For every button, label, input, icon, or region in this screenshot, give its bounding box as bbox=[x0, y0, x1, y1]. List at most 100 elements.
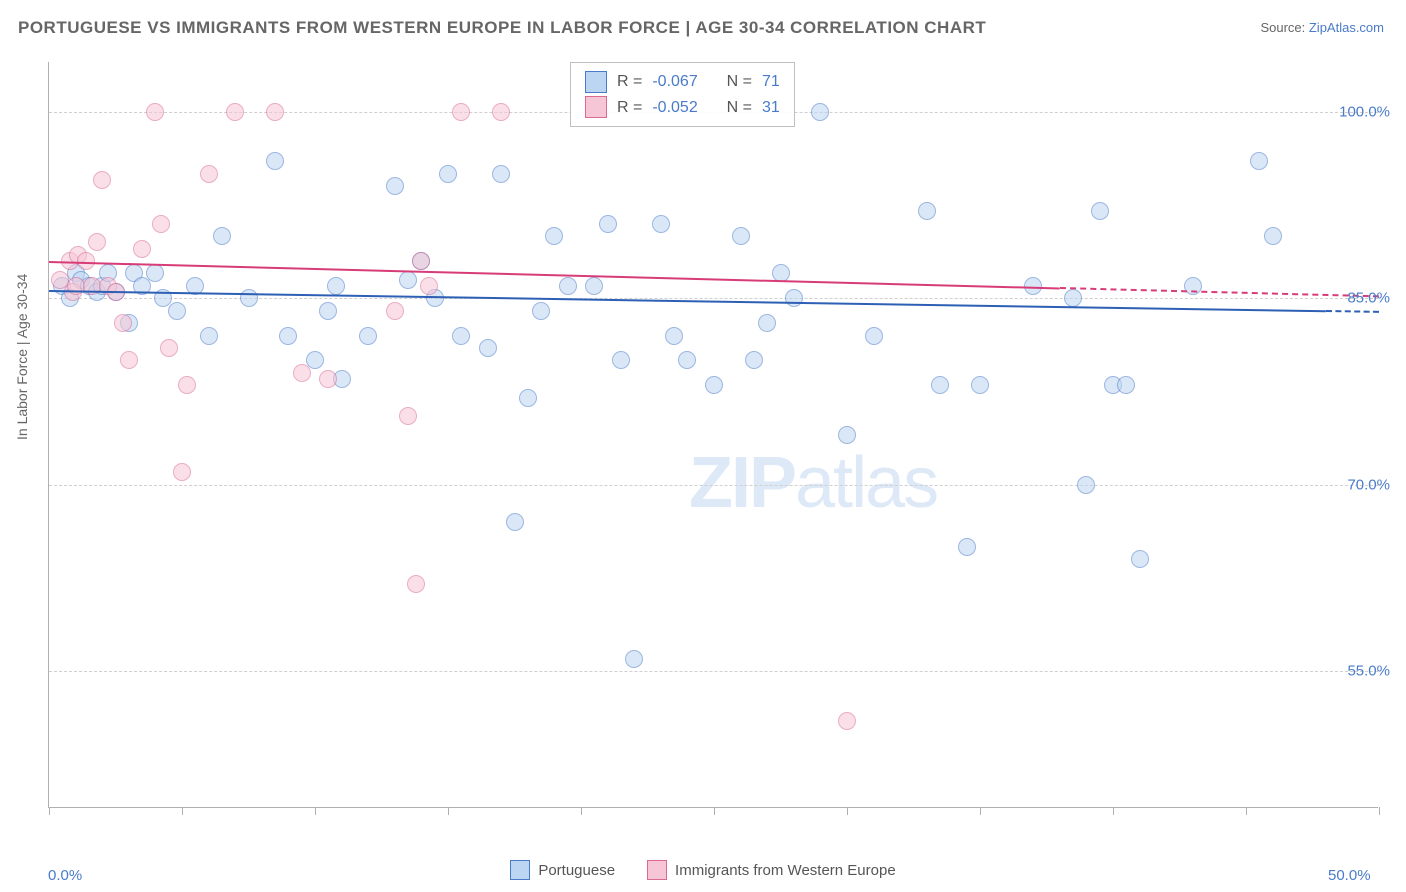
data-point bbox=[1264, 227, 1282, 245]
legend-item: Portuguese bbox=[510, 860, 615, 880]
data-point bbox=[559, 277, 577, 295]
y-tick-label: 85.0% bbox=[1347, 290, 1390, 307]
data-point bbox=[732, 227, 750, 245]
series-swatch bbox=[647, 860, 667, 880]
data-point bbox=[240, 289, 258, 307]
data-point bbox=[1091, 202, 1109, 220]
watermark: ZIPatlas bbox=[689, 442, 937, 524]
regression-line bbox=[1326, 310, 1379, 313]
data-point bbox=[599, 215, 617, 233]
x-tick bbox=[448, 807, 449, 815]
bottom-legend: Portuguese Immigrants from Western Europe bbox=[0, 860, 1406, 884]
y-tick-label: 55.0% bbox=[1347, 663, 1390, 680]
n-value: 71 bbox=[762, 69, 780, 95]
data-point bbox=[452, 103, 470, 121]
x-tick bbox=[581, 807, 582, 815]
data-point bbox=[93, 171, 111, 189]
source-prefix: Source: bbox=[1260, 20, 1308, 35]
data-point bbox=[492, 103, 510, 121]
chart-title: PORTUGUESE VS IMMIGRANTS FROM WESTERN EU… bbox=[18, 18, 986, 38]
data-point bbox=[399, 407, 417, 425]
x-tick bbox=[980, 807, 981, 815]
series-swatch bbox=[585, 71, 607, 93]
stats-legend-box: R =-0.067 N =71R =-0.052 N =31 bbox=[570, 62, 795, 127]
data-point bbox=[359, 327, 377, 345]
gridline bbox=[49, 671, 1378, 672]
data-point bbox=[665, 327, 683, 345]
data-point bbox=[865, 327, 883, 345]
data-point bbox=[200, 327, 218, 345]
n-label: N = bbox=[727, 69, 752, 95]
data-point bbox=[838, 426, 856, 444]
data-point bbox=[120, 351, 138, 369]
data-point bbox=[386, 302, 404, 320]
data-point bbox=[327, 277, 345, 295]
y-tick-label: 70.0% bbox=[1347, 476, 1390, 493]
n-label: N = bbox=[727, 95, 752, 121]
legend-label: Portuguese bbox=[538, 862, 615, 879]
data-point bbox=[931, 376, 949, 394]
source-attribution: Source: ZipAtlas.com bbox=[1260, 20, 1384, 35]
data-point bbox=[293, 364, 311, 382]
data-point bbox=[412, 252, 430, 270]
gridline bbox=[49, 485, 1378, 486]
data-point bbox=[146, 264, 164, 282]
data-point bbox=[420, 277, 438, 295]
data-point bbox=[160, 339, 178, 357]
data-point bbox=[612, 351, 630, 369]
watermark-atlas: atlas bbox=[795, 443, 937, 523]
data-point bbox=[758, 314, 776, 332]
data-point bbox=[133, 240, 151, 258]
data-point bbox=[678, 351, 696, 369]
correlation-chart: PORTUGUESE VS IMMIGRANTS FROM WESTERN EU… bbox=[0, 0, 1406, 892]
data-point bbox=[168, 302, 186, 320]
data-point bbox=[88, 233, 106, 251]
plot-area: ZIPatlas bbox=[48, 62, 1378, 808]
series-swatch bbox=[510, 860, 530, 880]
data-point bbox=[226, 103, 244, 121]
data-point bbox=[785, 289, 803, 307]
series-swatch bbox=[585, 96, 607, 118]
data-point bbox=[705, 376, 723, 394]
data-point bbox=[1131, 550, 1149, 568]
data-point bbox=[745, 351, 763, 369]
x-tick bbox=[1113, 807, 1114, 815]
data-point bbox=[386, 177, 404, 195]
data-point bbox=[532, 302, 550, 320]
data-point bbox=[399, 271, 417, 289]
watermark-zip: ZIP bbox=[689, 443, 795, 523]
data-point bbox=[452, 327, 470, 345]
data-point bbox=[279, 327, 297, 345]
x-tick bbox=[714, 807, 715, 815]
source-link[interactable]: ZipAtlas.com bbox=[1309, 20, 1384, 35]
n-value: 31 bbox=[762, 95, 780, 121]
data-point bbox=[439, 165, 457, 183]
data-point bbox=[811, 103, 829, 121]
y-tick-label: 100.0% bbox=[1339, 103, 1390, 120]
r-label: R = bbox=[617, 69, 642, 95]
r-value: -0.067 bbox=[652, 69, 697, 95]
x-tick bbox=[49, 807, 50, 815]
data-point bbox=[1250, 152, 1268, 170]
data-point bbox=[958, 538, 976, 556]
data-point bbox=[266, 103, 284, 121]
legend-item: Immigrants from Western Europe bbox=[647, 860, 896, 880]
data-point bbox=[971, 376, 989, 394]
data-point bbox=[407, 575, 425, 593]
y-axis-label: In Labor Force | Age 30-34 bbox=[14, 274, 30, 440]
data-point bbox=[918, 202, 936, 220]
data-point bbox=[479, 339, 497, 357]
x-tick bbox=[182, 807, 183, 815]
regression-line bbox=[1060, 287, 1379, 297]
x-tick bbox=[315, 807, 316, 815]
data-point bbox=[200, 165, 218, 183]
stats-row: R =-0.052 N =31 bbox=[585, 95, 780, 121]
data-point bbox=[545, 227, 563, 245]
data-point bbox=[319, 302, 337, 320]
data-point bbox=[1064, 289, 1082, 307]
r-label: R = bbox=[617, 95, 642, 121]
x-tick bbox=[847, 807, 848, 815]
data-point bbox=[319, 370, 337, 388]
data-point bbox=[114, 314, 132, 332]
data-point bbox=[266, 152, 284, 170]
